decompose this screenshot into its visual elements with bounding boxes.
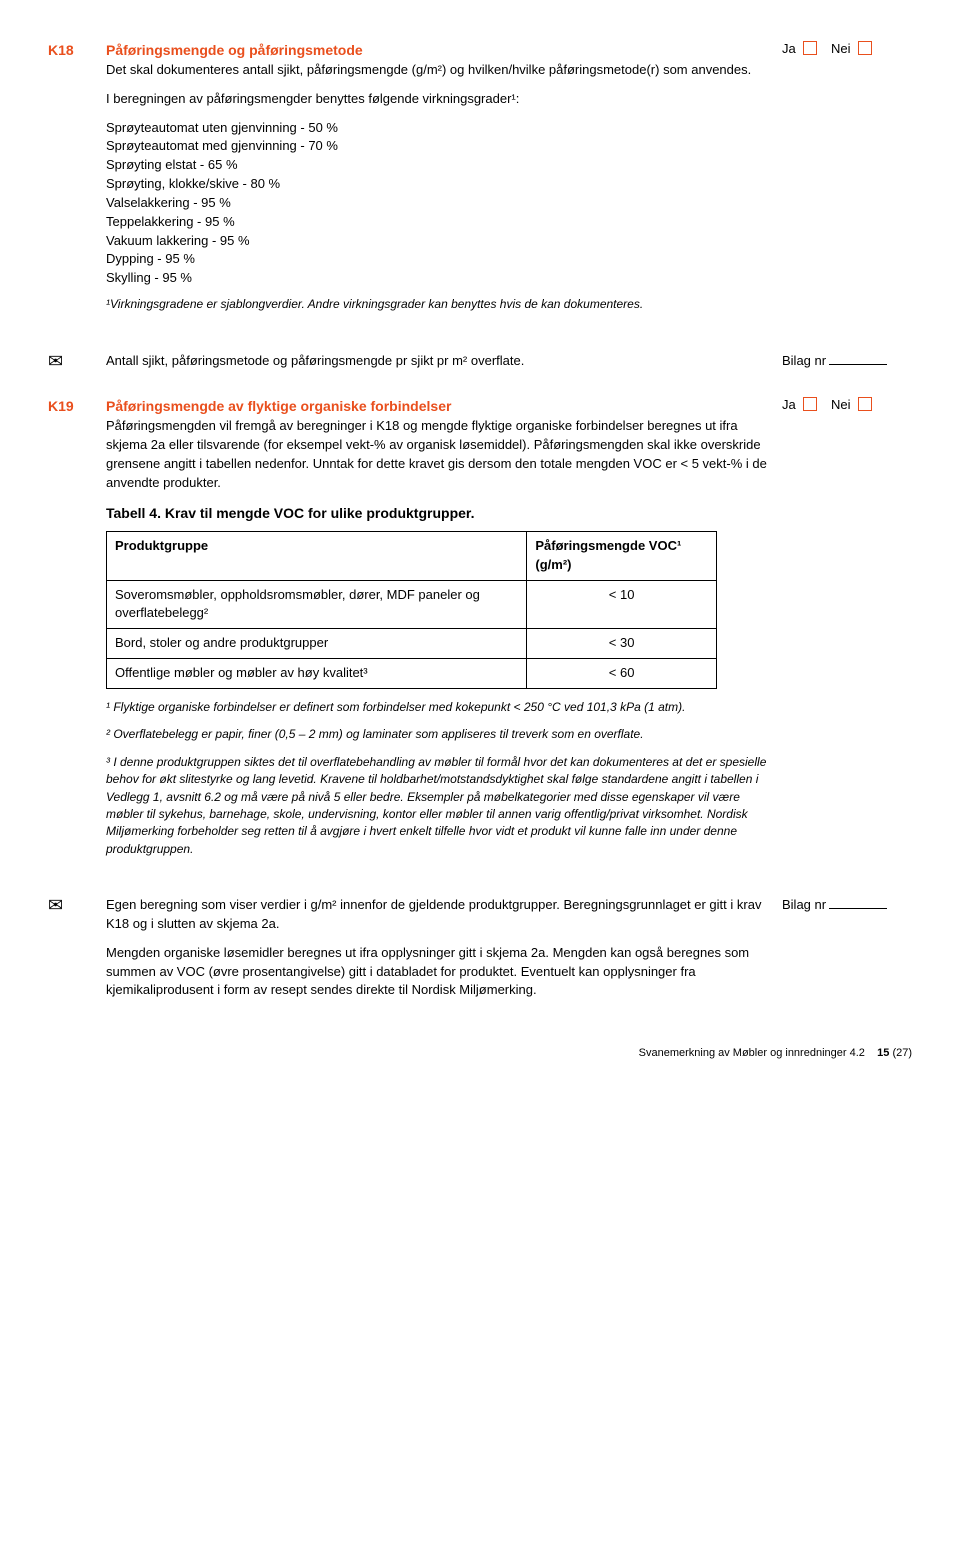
k18-l9: Skylling - 95 % <box>106 269 770 288</box>
k18-footnote: ¹Virkningsgradene er sjablongverdier. An… <box>106 296 770 313</box>
k18-bilag: Bilag nr <box>782 352 912 371</box>
r1c1: Soveromsmøbler, oppholdsromsmøbler, døre… <box>107 580 527 629</box>
k18-env-text: Antall sjikt, påføringsmetode og påførin… <box>106 352 782 371</box>
table-row: Offentlige møbler og møbler av høy kvali… <box>107 659 717 689</box>
k18-code: K18 <box>48 42 74 58</box>
k18-p1: Det skal dokumenteres antall sjikt, påfø… <box>106 62 751 77</box>
footer-text: Svanemerkning av Møbler og innredninger … <box>639 1047 865 1059</box>
tf1: ¹ Flyktige organiske forbindelser er def… <box>106 699 770 716</box>
r3c2: < 60 <box>527 659 717 689</box>
tf3: ³ I denne produktgruppen siktes det til … <box>106 754 770 858</box>
bilag-line[interactable] <box>829 364 887 365</box>
k18-list: Sprøyteautomat uten gjenvinning - 50 % S… <box>106 119 770 289</box>
k19-body: Påføringsmengde av flyktige organiske fo… <box>106 396 782 868</box>
footer-page: 15 <box>877 1047 889 1059</box>
section-k19: K19 Påføringsmengde av flyktige organisk… <box>48 396 912 868</box>
footer-total: (27) <box>892 1047 912 1059</box>
ja-label: Ja <box>782 397 796 412</box>
k19-env1: Egen beregning som viser verdier i g/m² … <box>106 897 761 931</box>
k18-l6: Teppelakkering - 95 % <box>106 213 770 232</box>
k19-bilag: Bilag nr <box>782 896 912 1010</box>
code-col: K19 <box>48 396 106 868</box>
k19-env-text: Egen beregning som viser verdier i g/m² … <box>106 896 782 1010</box>
k18-l8: Dypping - 95 % <box>106 250 770 269</box>
k19-ja-checkbox[interactable] <box>803 397 817 411</box>
code-col: K18 <box>48 40 106 324</box>
nei-label: Nei <box>831 397 851 412</box>
k19-title: Påføringsmengde av flyktige organiske fo… <box>106 398 451 414</box>
k18-janei: Ja Nei <box>782 40 912 324</box>
k19-title-para: Påføringsmengde av flyktige organiske fo… <box>106 396 770 492</box>
th-produktgruppe: Produktgruppe <box>107 531 527 580</box>
k19-p1: Påføringsmengden vil fremgå av beregning… <box>106 418 767 490</box>
k18-p2: I beregningen av påføringsmengder benytt… <box>106 90 770 109</box>
ja-label: Ja <box>782 41 796 56</box>
k18-ja-checkbox[interactable] <box>803 41 817 55</box>
r3c1: Offentlige møbler og møbler av høy kvali… <box>107 659 527 689</box>
bilag-label: Bilag nr <box>782 897 826 912</box>
k18-l3: Sprøyting elstat - 65 % <box>106 156 770 175</box>
table-row: Soveromsmøbler, oppholdsromsmøbler, døre… <box>107 580 717 629</box>
nei-label: Nei <box>831 41 851 56</box>
k18-l4: Sprøyting, klokke/skive - 80 % <box>106 175 770 194</box>
k19-envelope-row: ✉ Egen beregning som viser verdier i g/m… <box>48 896 912 1010</box>
table-row: Bord, stoler og andre produktgrupper < 3… <box>107 629 717 659</box>
k19-code: K19 <box>48 398 74 414</box>
r1c2: < 10 <box>527 580 717 629</box>
k18-nei-checkbox[interactable] <box>858 41 872 55</box>
page-footer: Svanemerkning av Møbler og innredninger … <box>48 1046 912 1062</box>
k18-l1: Sprøyteautomat uten gjenvinning - 50 % <box>106 119 770 138</box>
section-k18: K18 Påføringsmengde og påføringsmetode D… <box>48 40 912 324</box>
table-header-row: Produktgruppe Påføringsmengde VOC¹ (g/m²… <box>107 531 717 580</box>
r2c1: Bord, stoler og andre produktgrupper <box>107 629 527 659</box>
k19-nei-checkbox[interactable] <box>858 397 872 411</box>
r2c2: < 30 <box>527 629 717 659</box>
k18-l7: Vakuum lakkering - 95 % <box>106 232 770 251</box>
envelope-icon: ✉ <box>48 896 106 1010</box>
k18-title-para: Påføringsmengde og påføringsmetode Det s… <box>106 40 770 80</box>
k18-l2: Sprøyteautomat med gjenvinning - 70 % <box>106 137 770 156</box>
voc-table: Produktgruppe Påføringsmengde VOC¹ (g/m²… <box>106 531 717 689</box>
k19-janei: Ja Nei <box>782 396 912 868</box>
bilag-label: Bilag nr <box>782 353 826 368</box>
k19-p2: Mengden organiske løsemidler beregnes ut… <box>106 944 770 1001</box>
k18-title: Påføringsmengde og påføringsmetode <box>106 42 363 58</box>
k18-body: Påføringsmengde og påføringsmetode Det s… <box>106 40 782 324</box>
bilag-line[interactable] <box>829 908 887 909</box>
table-title: Tabell 4. Krav til mengde VOC for ulike … <box>106 503 770 523</box>
envelope-icon: ✉ <box>48 352 106 371</box>
th-voc: Påføringsmengde VOC¹ (g/m²) <box>527 531 717 580</box>
k18-envelope-row: ✉ Antall sjikt, påføringsmetode og påfør… <box>48 352 912 371</box>
tf2: ² Overflatebelegg er papir, finer (0,5 –… <box>106 726 770 743</box>
k18-l5: Valselakkering - 95 % <box>106 194 770 213</box>
